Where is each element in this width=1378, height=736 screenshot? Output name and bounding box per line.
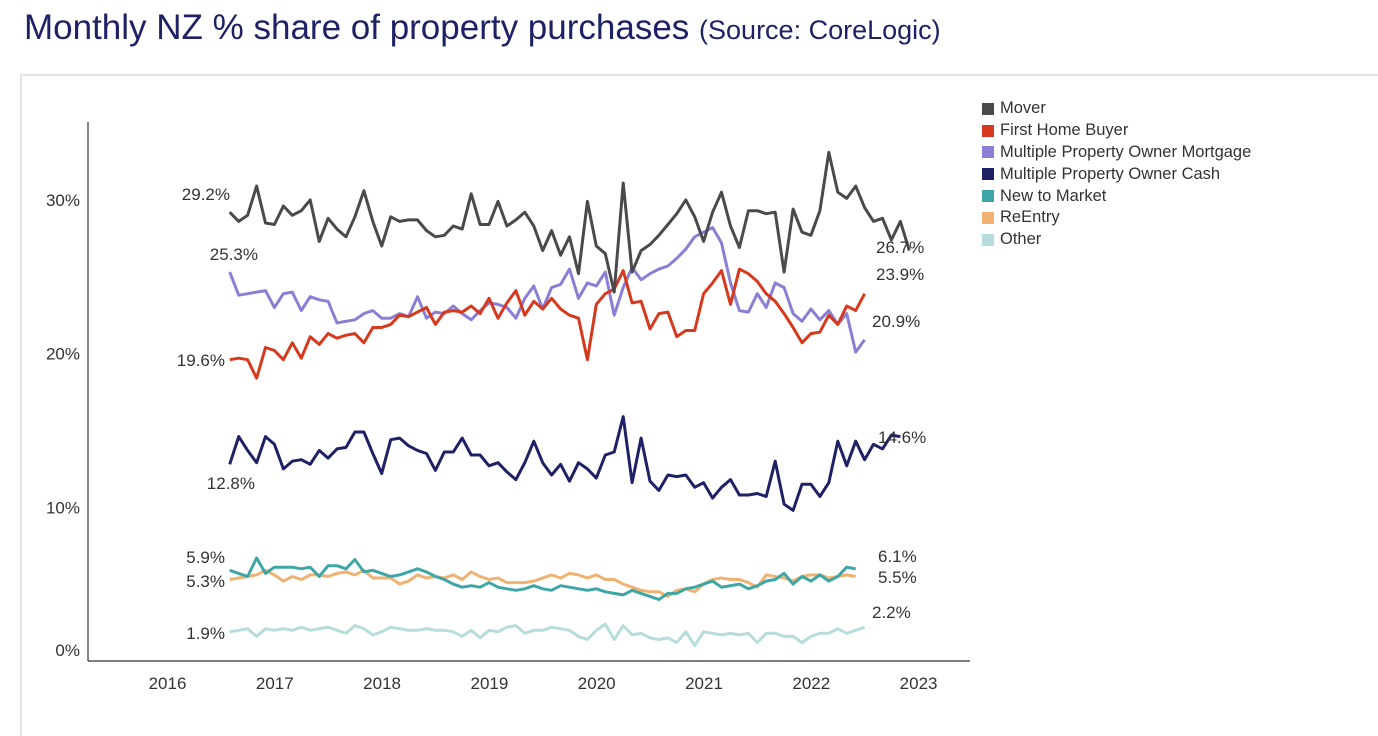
legend-label: Multiple Property Owner Cash	[1000, 164, 1221, 183]
end-label-first-home-buyer: 23.9%	[876, 265, 924, 284]
y-tick-label: 0%	[55, 641, 80, 660]
legend-label: New to Market	[1000, 186, 1107, 205]
legend-item-multiple-property-owner-mortgage: Multiple Property Owner Mortgage	[982, 142, 1251, 164]
end-label-multiple-property-owner-cash: 14.6%	[878, 428, 926, 447]
title-text: Monthly NZ % share of property purchases	[24, 8, 690, 47]
legend-item-mover: Mover	[982, 98, 1251, 120]
x-tick-label: 2016	[149, 674, 187, 693]
legend-swatch	[982, 190, 994, 203]
line-chart: 0% 10% 20% 30% 2016 2017 2018 2019 2020 2021 2022 2…	[46, 122, 970, 693]
legend-label: First Home Buyer	[1000, 121, 1129, 140]
chart-frame	[20, 74, 1378, 736]
end-label-new-to-market: 6.1%	[878, 547, 917, 566]
legend-item-first-home-buyer: First Home Buyer	[982, 120, 1251, 142]
series-line-multiple-property-owner-cash	[228, 415, 901, 512]
legend-item-reentry: ReEntry	[982, 207, 1251, 229]
legend-swatch	[982, 124, 994, 137]
legend-item-multiple-property-owner-cash: Multiple Property Owner Cash	[982, 163, 1251, 185]
legend-swatch	[982, 211, 994, 224]
end-label-multiple-property-owner-mortgage: 20.9%	[872, 312, 920, 331]
y-tick-label: 30%	[46, 191, 80, 210]
y-tick-label: 10%	[46, 498, 80, 517]
chart-axes	[87, 122, 970, 662]
legend-swatch	[982, 102, 994, 115]
x-tick-label: 2020	[578, 674, 616, 693]
legend-label: ReEntry	[1000, 208, 1060, 227]
legend-swatch	[982, 168, 994, 181]
end-label-reentry: 5.5%	[878, 568, 917, 587]
x-tick-label: 2023	[900, 674, 938, 693]
end-label-other: 2.2%	[872, 603, 911, 622]
x-tick-label: 2018	[363, 674, 401, 693]
start-label-multiple-property-owner-mortgage: 25.3%	[210, 245, 258, 264]
legend-item-other: Other	[982, 229, 1251, 251]
legend-label: Other	[1000, 230, 1042, 249]
start-label-reentry: 5.3%	[186, 572, 225, 591]
start-label-mover: 29.2%	[182, 185, 230, 204]
end-label-mover: 26.7%	[876, 238, 924, 257]
legend-item-new-to-market: New to Market	[982, 185, 1251, 207]
legend-swatch	[982, 233, 994, 246]
source-text: (Source: CoreLogic)	[699, 15, 941, 45]
series-end-labels: 29.2% 26.7% 19.6% 23.9% 25.3% 20.9% 12.8% 14.6%…	[177, 185, 926, 643]
legend-label: Mover	[1000, 99, 1046, 118]
series-line-mover	[228, 150, 911, 294]
legend-swatch	[982, 146, 994, 159]
start-label-new-to-market: 5.9%	[186, 548, 225, 567]
legend-label: Multiple Property Owner Mortgage	[1000, 142, 1252, 161]
x-tick-label: 2021	[685, 674, 723, 693]
y-tick-label: 20%	[46, 345, 80, 364]
start-label-first-home-buyer: 19.6%	[177, 351, 225, 370]
x-tick-label: 2019	[470, 674, 508, 693]
series-line-first-home-buyer	[229, 267, 866, 380]
series-line-other	[229, 622, 866, 648]
start-label-multiple-property-owner-cash: 12.8%	[207, 474, 255, 493]
chart-legend: Mover First Home Buyer Multiple Property O…	[982, 98, 1251, 251]
axis-tick-labels: 0% 10% 20% 30% 2016 2017 2018 2019 2020 2021 2022 2…	[46, 191, 938, 693]
series-line-new-to-market	[229, 556, 856, 601]
chart-title: Monthly NZ % share of property purchases…	[24, 8, 941, 48]
x-tick-label: 2022	[792, 674, 830, 693]
start-label-other: 1.9%	[186, 624, 225, 643]
series-lines	[228, 150, 911, 648]
x-tick-label: 2017	[256, 674, 294, 693]
series-line-reentry	[229, 568, 856, 598]
series-line-multiple-property-owner-mortgage	[228, 226, 866, 354]
